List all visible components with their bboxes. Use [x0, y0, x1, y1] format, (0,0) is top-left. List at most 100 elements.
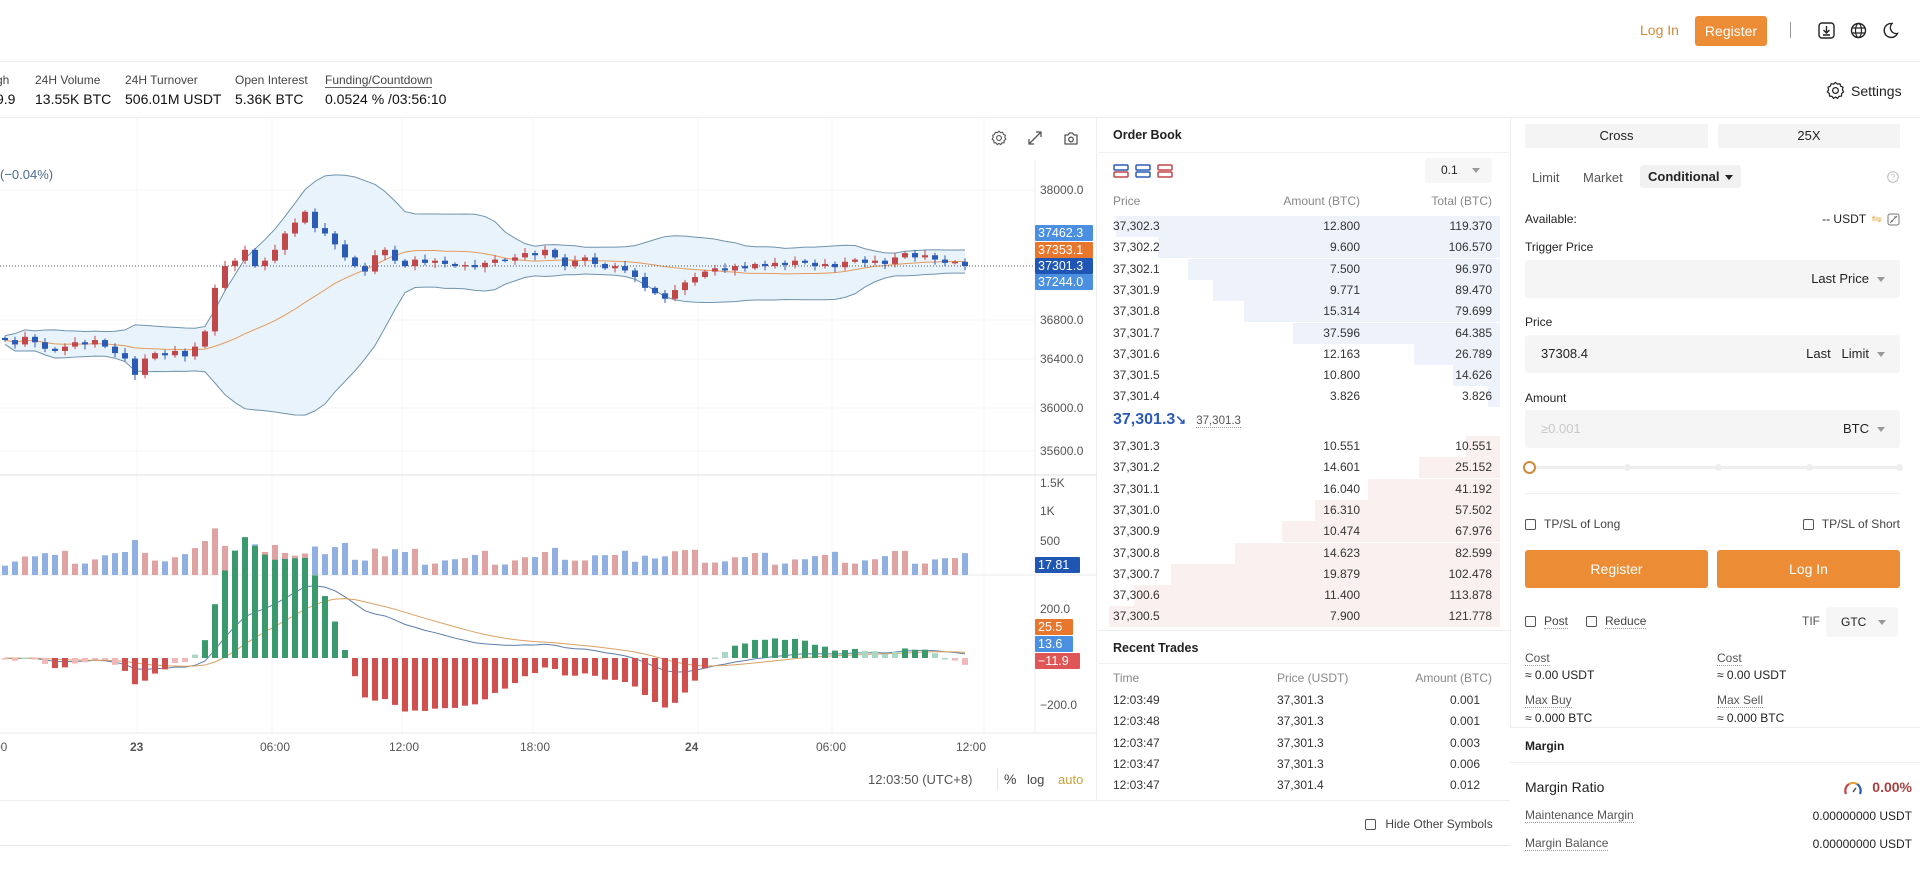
margin-mode-button[interactable]: Cross — [1525, 124, 1708, 148]
ask-row[interactable]: 37,302.2 9.600 106.570 — [1098, 237, 1510, 259]
bollinger-upper-line — [4, 174, 966, 337]
last-price-toggle[interactable]: Last — [1806, 346, 1831, 361]
mark-price[interactable]: 37,301.3 — [1196, 415, 1241, 428]
precision-select[interactable]: 0.1 — [1425, 158, 1492, 183]
time-axis-label: 24 — [685, 740, 699, 754]
help-question-icon[interactable]: ? — [1887, 171, 1899, 183]
amount-input[interactable]: ≥0.001 BTC — [1525, 410, 1900, 448]
ask-row[interactable]: 37,301.8 15.314 79.699 — [1098, 301, 1510, 323]
bid-row[interactable]: 37,300.7 19.879 102.478 — [1098, 563, 1510, 585]
ask-row[interactable]: 37,301.5 10.800 14.626 — [1098, 365, 1510, 387]
candlestick-chart[interactable] — [0, 0, 1097, 800]
candle-body — [672, 290, 678, 299]
bid-row[interactable]: 37,300.8 14.623 82.599 — [1098, 542, 1510, 564]
auto-scale-toggle[interactable]: auto — [1058, 772, 1084, 787]
macd-histogram-bar — [752, 639, 758, 658]
tpsl-long-checkbox[interactable]: TP/SL of Long — [1525, 517, 1620, 531]
price-input[interactable]: 37308.4 Last Limit — [1525, 335, 1900, 373]
stat-funding-countdown[interactable]: Funding/Countdown 0.0524 % /03:56:10 — [325, 73, 447, 107]
ask-row[interactable]: 37,302.3 12.800 119.370 — [1098, 216, 1510, 237]
candle-body — [852, 259, 858, 262]
slider-stop[interactable] — [1624, 464, 1631, 471]
dark-mode-moon-icon[interactable] — [1882, 22, 1899, 39]
globe-icon[interactable] — [1850, 22, 1867, 39]
volume-bar — [792, 559, 798, 575]
macd-histogram-bar — [632, 658, 638, 687]
login-order-button[interactable]: Log In — [1717, 550, 1900, 588]
leverage-button[interactable]: 25X — [1718, 124, 1900, 148]
macd-histogram-bar — [12, 658, 18, 661]
register-button[interactable]: Register — [1695, 16, 1767, 46]
candle-body — [322, 228, 328, 234]
tab-market[interactable]: Market — [1583, 170, 1623, 185]
price-cell: 12:03:47 — [1113, 756, 1160, 771]
bid-row[interactable]: 37,301.2 14.601 25.152 — [1098, 457, 1510, 479]
post-only-checkbox[interactable]: Post — [1525, 614, 1569, 629]
chart-settings-gear-icon[interactable] — [991, 130, 1007, 146]
tab-conditional[interactable]: Conditional — [1640, 165, 1741, 188]
login-link[interactable]: Log In — [1640, 22, 1679, 38]
candle-body — [642, 277, 648, 288]
volume-bar — [732, 557, 738, 575]
checkbox[interactable] — [1365, 819, 1376, 831]
ask-row[interactable]: 37,301.7 37.596 64.385 — [1098, 322, 1510, 344]
download-icon[interactable] — [1818, 22, 1835, 39]
screenshot-camera-icon[interactable] — [1063, 130, 1079, 146]
ask-row[interactable]: 37,302.1 7.500 96.970 — [1098, 258, 1510, 280]
ask-row[interactable]: 37,301.9 9.771 89.470 — [1098, 279, 1510, 301]
macd-axis-label: 200.0 — [1040, 602, 1071, 616]
settings-button[interactable]: Settings — [1826, 81, 1902, 100]
tif-select[interactable]: GTC — [1826, 607, 1898, 637]
ask-row[interactable]: 37,301.4 3.826 3.826 — [1098, 386, 1510, 408]
price-type-select[interactable]: Last Limit — [1806, 346, 1885, 361]
percent-scale-toggle[interactable]: % — [1004, 771, 1017, 787]
volume-bar — [622, 550, 628, 575]
macd-histogram-bar — [822, 646, 828, 658]
volume-bar — [932, 559, 938, 575]
candle-body — [232, 260, 238, 267]
tpsl-short-checkbox[interactable]: TP/SL of Short — [1802, 517, 1900, 531]
reduce-only-checkbox[interactable]: Reduce — [1586, 614, 1647, 629]
total-cell: 64.385 — [1455, 325, 1492, 340]
bid-row[interactable]: 37,301.0 16.310 57.502 — [1098, 499, 1510, 521]
bid-row[interactable]: 37,300.5 7.900 121.778 — [1098, 606, 1510, 628]
slider-handle[interactable] — [1523, 461, 1536, 474]
bid-row[interactable]: 37,300.9 10.474 67.976 — [1098, 521, 1510, 543]
log-scale-toggle[interactable]: log — [1027, 772, 1045, 787]
amount-cell: 12.800 — [1323, 219, 1360, 233]
transfer-icon[interactable]: ⇋ — [1871, 211, 1882, 226]
macd-histogram-bar — [772, 638, 778, 658]
volume-bar — [692, 549, 698, 575]
book-view-bids-icon[interactable] — [1135, 164, 1151, 178]
price-cell: 12:03:48 — [1113, 714, 1160, 729]
slider-stop[interactable] — [1715, 464, 1722, 471]
trigger-type-select[interactable]: Last Price — [1811, 271, 1885, 286]
chart-panel[interactable] — [0, 118, 1097, 800]
price-value[interactable]: 37308.4 — [1541, 346, 1588, 361]
slider-stop[interactable] — [1896, 464, 1903, 471]
book-view-asks-icon[interactable] — [1157, 164, 1173, 178]
bid-row[interactable]: 37,301.3 10.551 10.551 — [1098, 436, 1510, 457]
hide-other-symbols-checkbox[interactable]: Hide Other Symbols — [1365, 817, 1493, 831]
total-cell: 0.001 — [1449, 693, 1480, 707]
price-label: Price — [1525, 315, 1553, 329]
candle-body — [722, 268, 728, 271]
macd-histogram-bar — [462, 658, 468, 706]
margin-ratio-label: Margin Ratio — [1525, 779, 1605, 795]
ask-row[interactable]: 37,301.6 12.163 26.789 — [1098, 343, 1510, 365]
candle-body — [352, 257, 358, 267]
book-view-both-icon[interactable] — [1113, 164, 1129, 178]
fullscreen-expand-icon[interactable] — [1027, 130, 1043, 146]
trigger-price-input[interactable]: Last Price — [1525, 260, 1900, 298]
register-order-button[interactable]: Register — [1525, 550, 1708, 588]
slider-stop[interactable] — [1806, 464, 1813, 471]
bid-row[interactable]: 37,300.6 11.400 113.878 — [1098, 585, 1510, 607]
candle-body — [872, 260, 878, 263]
divider — [1510, 762, 1920, 763]
amount-unit-select[interactable]: BTC — [1843, 421, 1885, 436]
total-cell: 14.626 — [1455, 368, 1492, 383]
candle-body — [562, 257, 568, 267]
calculator-icon[interactable] — [1887, 213, 1900, 226]
tab-limit[interactable]: Limit — [1532, 170, 1560, 185]
bid-row[interactable]: 37,301.1 16.040 41.192 — [1098, 478, 1510, 500]
